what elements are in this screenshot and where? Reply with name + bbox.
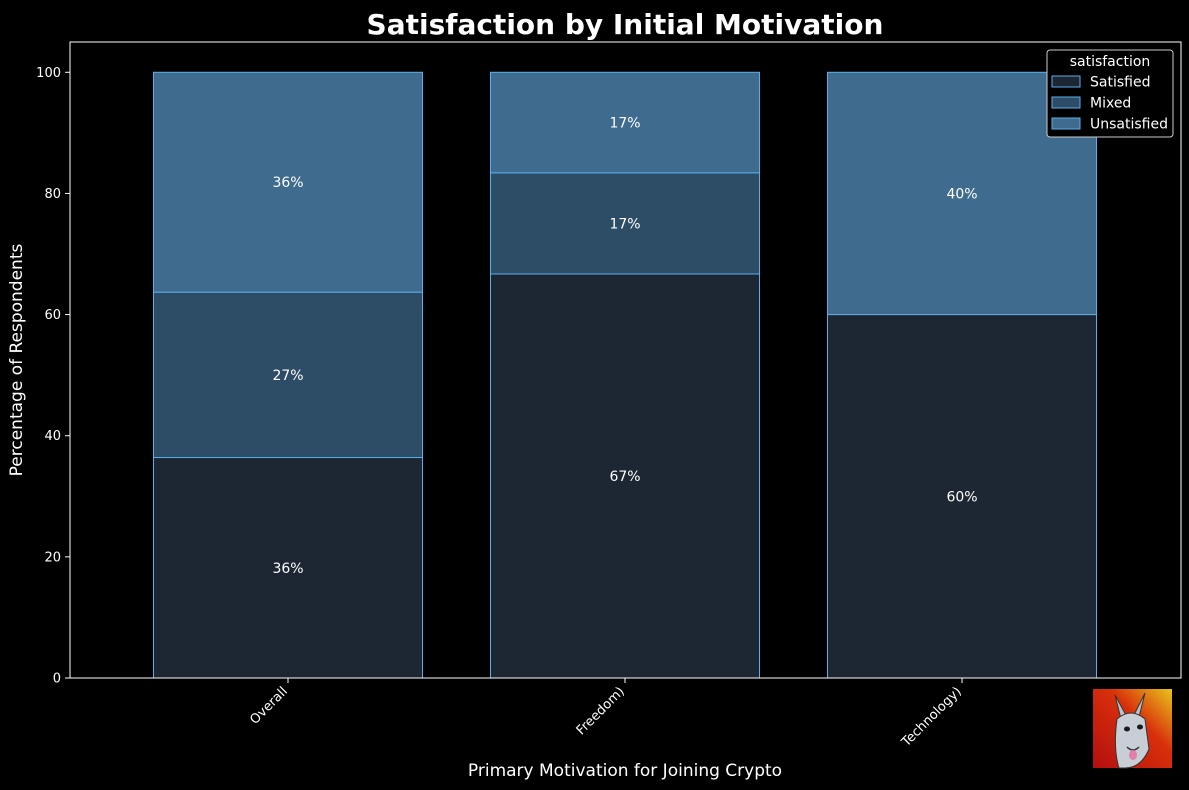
bars-group: 36% 27% 36% 67% 17% 17% 60% 40% [153,71,1097,679]
x-axis: Overall Freedom) Technology) [247,678,965,751]
bar-unsatisfied-1 [490,71,760,174]
bar-label-mixed-0: 27% [272,368,303,384]
x-tick-label: Freedom) [574,684,628,738]
bar-satisfied-0 [153,457,423,679]
x-axis-label: Primary Motivation for Joining Crypto [468,761,782,781]
bar-label-unsatisfied-0: 36% [272,175,303,191]
bar-label-unsatisfied-2: 40% [946,186,977,202]
llama-avatar-logo [1093,689,1172,769]
bar-label-unsatisfied-1: 17% [609,116,640,132]
legend: satisfaction Satisfied Mixed Unsatisfied [1046,49,1174,138]
legend-swatch-satisfied [1051,75,1081,88]
y-axis-label: Percentage of Respondents [7,244,27,477]
legend-label-satisfied: Satisfied [1090,75,1150,91]
legend-label-unsatisfied: Unsatisfied [1090,117,1168,133]
bar-satisfied-1 [490,273,760,679]
bar-label-satisfied-2: 60% [946,489,977,505]
legend-swatch-mixed [1051,96,1081,109]
x-tick-label: Technology) [898,684,964,750]
legend-swatch-unsatisfied [1051,117,1081,130]
y-tick-label: 20 [44,550,61,565]
bar-mixed-1 [490,172,760,275]
legend-title: satisfaction [1070,54,1151,70]
chart-title: Satisfaction by Initial Motivation [367,8,884,41]
x-tick-label: Overall [247,684,290,727]
bar-mixed-0 [153,291,423,459]
bar-label-satisfied-1: 67% [609,469,640,485]
y-tick-label: 100 [36,66,61,81]
y-axis: 0 20 40 60 80 100 [36,66,70,687]
y-tick-label: 60 [44,308,61,323]
y-tick-label: 80 [44,187,61,202]
legend-box [1046,49,1174,138]
bar-satisfied-2 [827,314,1097,679]
y-tick-label: 40 [44,429,61,444]
bar-label-mixed-1: 17% [609,216,640,232]
plot-frame [69,41,1182,679]
legend-label-mixed: Mixed [1090,96,1131,112]
bar-label-satisfied-0: 36% [272,561,303,577]
bar-unsatisfied-0 [153,71,423,293]
y-tick-label: 0 [53,672,61,687]
